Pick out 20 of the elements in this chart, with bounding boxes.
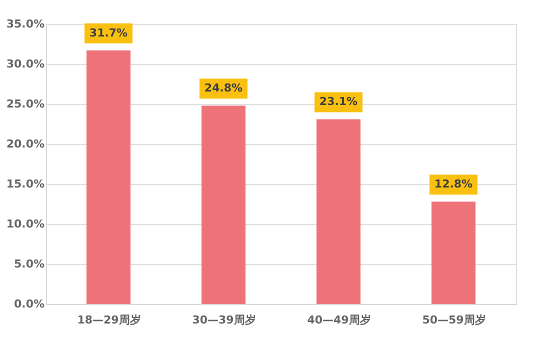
y-tick-label: 30.0% — [6, 58, 44, 70]
y-tick-label: 15.0% — [6, 178, 44, 190]
y-tick-label: 35.0% — [6, 18, 44, 30]
x-tick-label: 30—39周岁 — [192, 314, 256, 326]
bar — [432, 202, 476, 304]
x-tick-label: 50—59周岁 — [422, 314, 486, 326]
data-label: 31.7% — [89, 26, 128, 40]
data-label: 12.8% — [434, 178, 473, 191]
y-tick-label: 20.0% — [6, 138, 44, 150]
bar — [86, 50, 130, 304]
data-label: 23.1% — [319, 95, 358, 108]
y-tick-label: 25.0% — [6, 98, 44, 110]
x-tick-label: 40—49周岁 — [307, 314, 371, 326]
y-tick-label: 5.0% — [14, 258, 44, 270]
y-tick-label: 10.0% — [6, 218, 44, 230]
data-label: 24.8% — [204, 82, 243, 95]
x-tick-label: 18—29周岁 — [77, 314, 141, 326]
bar — [316, 119, 360, 304]
bar — [202, 106, 246, 304]
y-tick-label: 0.0% — [14, 298, 44, 310]
